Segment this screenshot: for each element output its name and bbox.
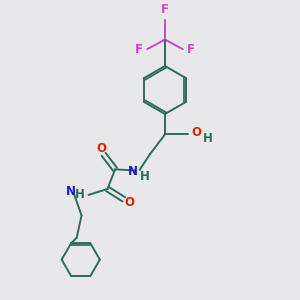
Text: N: N	[128, 165, 137, 178]
Text: F: F	[161, 3, 169, 16]
Text: F: F	[187, 43, 195, 56]
Text: O: O	[125, 196, 135, 209]
Text: H: H	[140, 170, 149, 183]
Text: N: N	[66, 185, 76, 198]
Text: F: F	[135, 43, 143, 56]
Text: H: H	[75, 188, 85, 201]
Text: H: H	[203, 132, 213, 145]
Text: O: O	[191, 126, 201, 139]
Text: O: O	[97, 142, 106, 155]
